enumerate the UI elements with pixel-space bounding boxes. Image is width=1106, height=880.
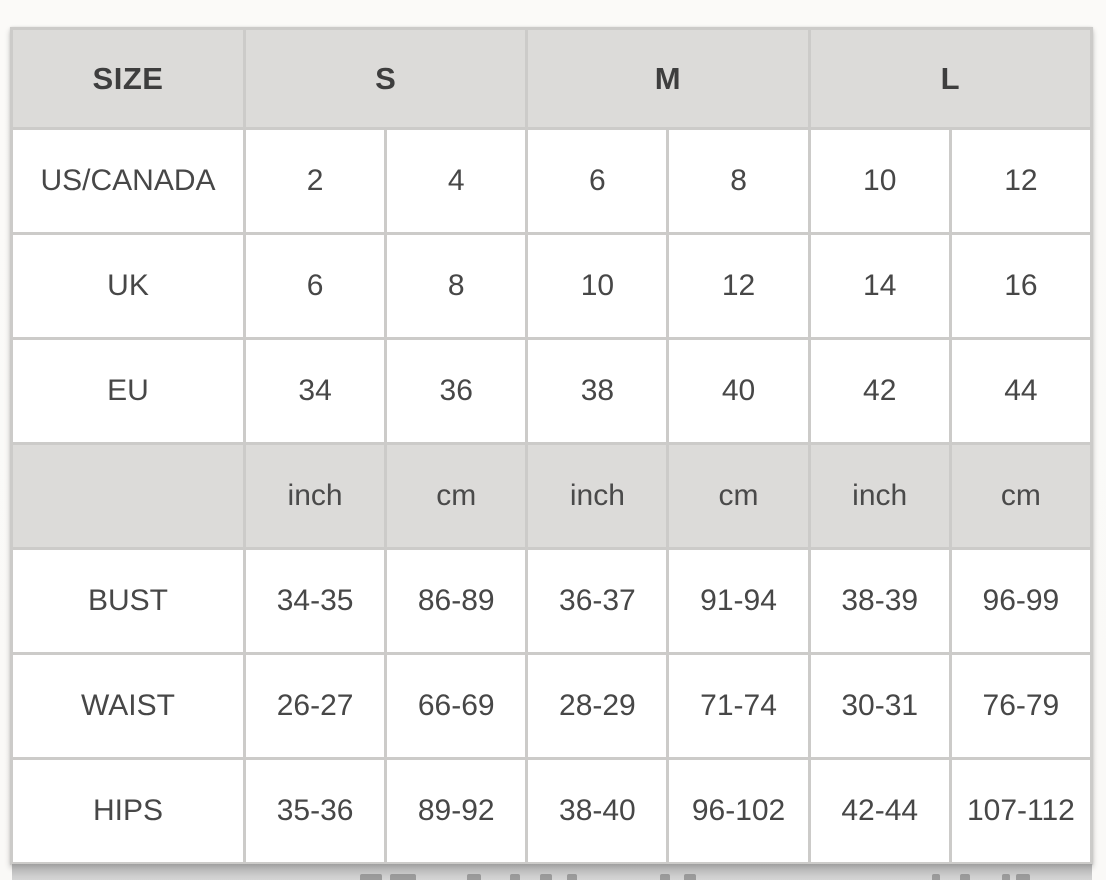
measurement-value-cell: 107-112 xyxy=(948,757,1094,865)
cropped-text-fragment xyxy=(960,874,970,880)
measurement-value-cell: 36-37 xyxy=(525,547,670,655)
size-value-cell: 14 xyxy=(807,232,952,340)
measurement-value-cell: 96-102 xyxy=(666,757,811,865)
table-header-row: SIZE S M L xyxy=(10,27,1094,130)
cropped-text-fragment xyxy=(467,874,481,880)
row-label-waist: WAIST xyxy=(10,652,246,760)
size-value-cell: 42 xyxy=(807,337,952,445)
cropped-text-fragment xyxy=(1016,874,1030,880)
size-value-cell: 44 xyxy=(948,337,1094,445)
header-cell-size: SIZE xyxy=(10,27,246,130)
cropped-text-fragment xyxy=(510,874,520,880)
size-value-cell: 10 xyxy=(807,127,952,235)
row-label-us-canada: US/CANADA xyxy=(10,127,246,235)
measurement-value-cell: 38-40 xyxy=(525,757,670,865)
measurement-value-cell: 38-39 xyxy=(807,547,952,655)
cropped-text-fragment xyxy=(1002,874,1010,880)
size-value-cell: 4 xyxy=(384,127,529,235)
unit-cell: cm xyxy=(948,442,1094,550)
table-row-us-canada: US/CANADA 2 4 6 8 10 12 xyxy=(10,127,1094,235)
size-chart-table-container: SIZE S M L US/CANADA 2 4 6 8 10 12 UK 6 … xyxy=(10,27,1094,865)
size-value-cell: 6 xyxy=(525,127,670,235)
measurement-value-cell: 34-35 xyxy=(242,547,388,655)
size-group-header-s: S xyxy=(242,27,529,130)
unit-cell: inch xyxy=(242,442,388,550)
table-row-hips: HIPS 35-36 89-92 38-40 96-102 42-44 107-… xyxy=(10,757,1094,865)
row-label-hips: HIPS xyxy=(10,757,246,865)
measurement-value-cell: 26-27 xyxy=(242,652,388,760)
measurement-value-cell: 76-79 xyxy=(948,652,1094,760)
size-value-cell: 12 xyxy=(666,232,811,340)
cropped-text-fragment xyxy=(540,874,552,880)
table-row-units: inch cm inch cm inch cm xyxy=(10,442,1094,550)
size-value-cell: 38 xyxy=(525,337,670,445)
cutoff-content-below xyxy=(12,864,1092,880)
measurement-value-cell: 66-69 xyxy=(384,652,529,760)
measurement-value-cell: 28-29 xyxy=(525,652,670,760)
cropped-text-fragment xyxy=(390,874,416,880)
cropped-text-fragment xyxy=(684,874,696,880)
measurement-value-cell: 89-92 xyxy=(384,757,529,865)
row-label-uk: UK xyxy=(10,232,246,340)
size-value-cell: 12 xyxy=(948,127,1094,235)
measurement-value-cell: 30-31 xyxy=(807,652,952,760)
row-label-eu: EU xyxy=(10,337,246,445)
unit-cell: cm xyxy=(384,442,529,550)
row-label-bust: BUST xyxy=(10,547,246,655)
cropped-text-fragment xyxy=(932,874,940,880)
size-value-cell: 34 xyxy=(242,337,388,445)
unit-cell: inch xyxy=(525,442,670,550)
unit-cell: cm xyxy=(666,442,811,550)
measurement-value-cell: 42-44 xyxy=(807,757,952,865)
cropped-text-fragment xyxy=(360,874,382,880)
measurement-value-cell: 96-99 xyxy=(948,547,1094,655)
table-row-bust: BUST 34-35 86-89 36-37 91-94 38-39 96-99 xyxy=(10,547,1094,655)
size-group-header-m: M xyxy=(525,27,811,130)
cropped-text-fragment xyxy=(567,874,577,880)
measurement-value-cell: 35-36 xyxy=(242,757,388,865)
cropped-text-fragment xyxy=(660,874,670,880)
size-value-cell: 36 xyxy=(384,337,529,445)
measurement-value-cell: 71-74 xyxy=(666,652,811,760)
measurement-value-cell: 91-94 xyxy=(666,547,811,655)
size-value-cell: 8 xyxy=(384,232,529,340)
size-value-cell: 8 xyxy=(666,127,811,235)
size-group-header-l: L xyxy=(807,27,1094,130)
measurement-value-cell: 86-89 xyxy=(384,547,529,655)
size-value-cell: 6 xyxy=(242,232,388,340)
table-row-eu: EU 34 36 38 40 42 44 xyxy=(10,337,1094,445)
size-value-cell: 16 xyxy=(948,232,1094,340)
size-value-cell: 40 xyxy=(666,337,811,445)
unit-cell: inch xyxy=(807,442,952,550)
size-value-cell: 2 xyxy=(242,127,388,235)
units-row-empty-cell xyxy=(10,442,246,550)
table-row-uk: UK 6 8 10 12 14 16 xyxy=(10,232,1094,340)
table-row-waist: WAIST 26-27 66-69 28-29 71-74 30-31 76-7… xyxy=(10,652,1094,760)
size-value-cell: 10 xyxy=(525,232,670,340)
size-chart-table: SIZE S M L US/CANADA 2 4 6 8 10 12 UK 6 … xyxy=(10,27,1094,865)
